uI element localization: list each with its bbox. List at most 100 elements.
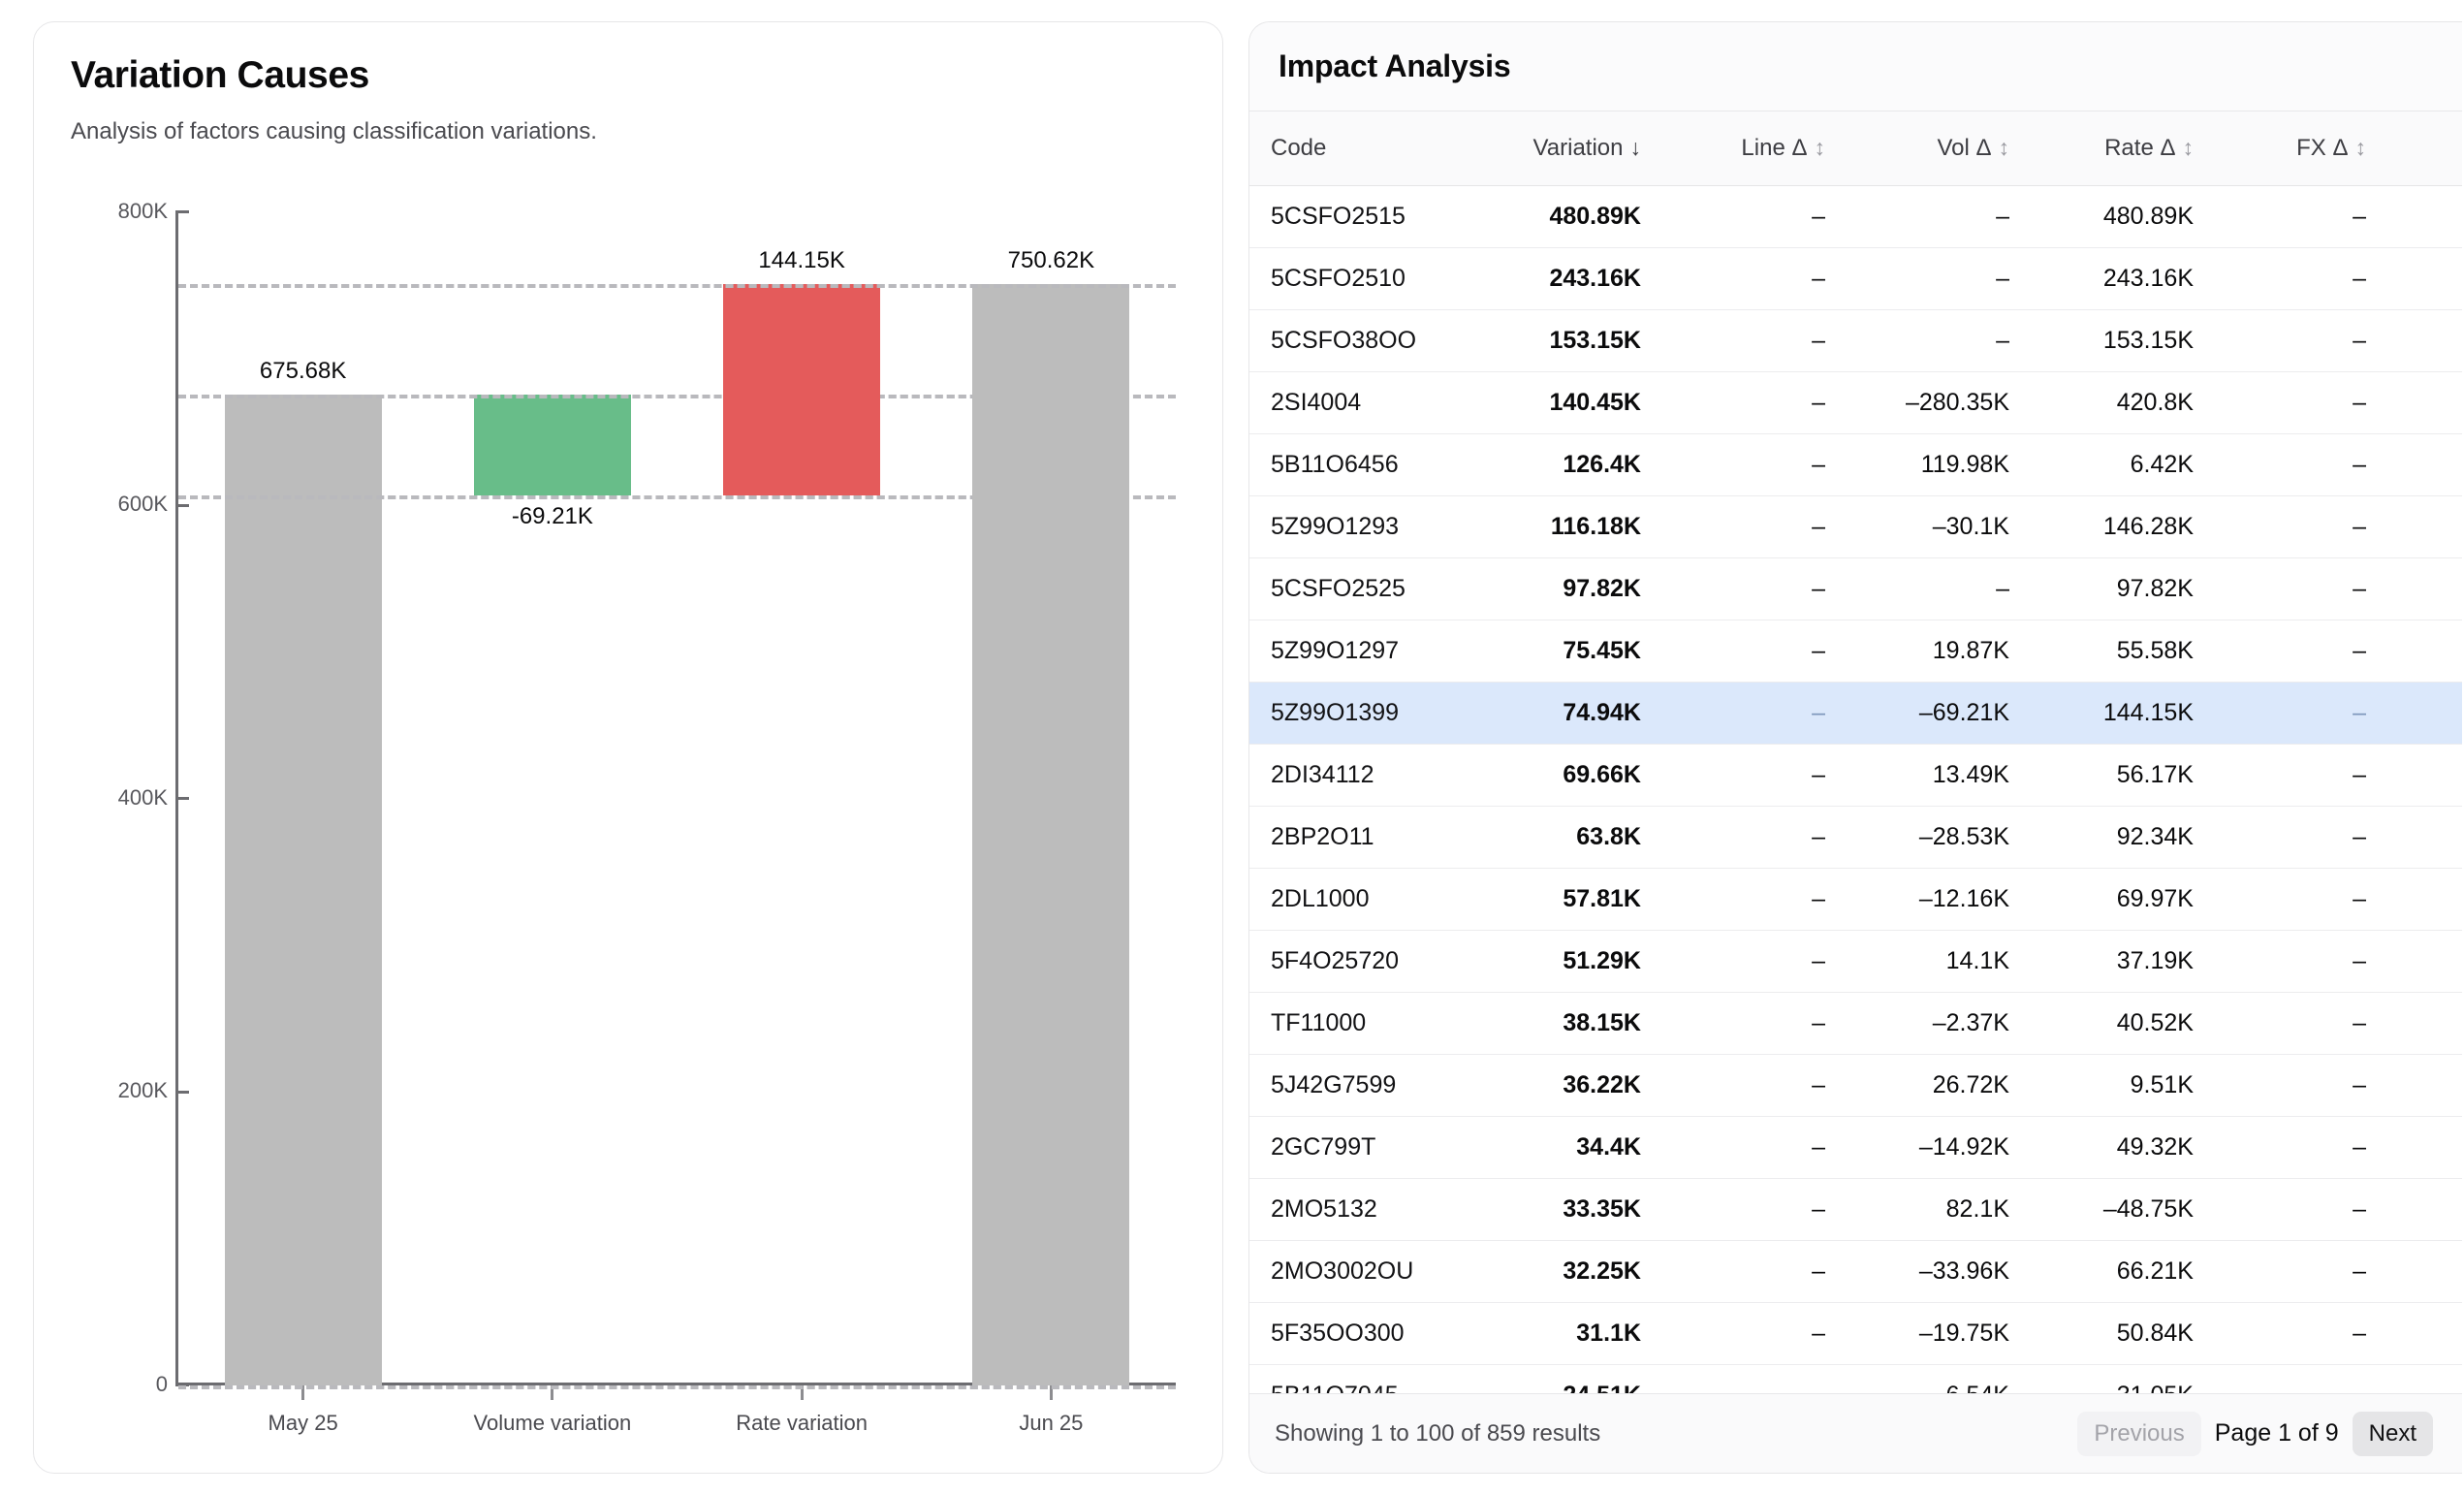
cell-vol: –33.96K <box>1843 1240 2027 1303</box>
y-tick-label: 600K <box>117 492 168 517</box>
cell-code: 5F35OO300 <box>1249 1302 1479 1365</box>
cell-jun: 2. <box>2384 744 2462 807</box>
column-header-vol[interactable]: Vol Δ ↕ <box>1843 111 2027 186</box>
sort-toggle-icon: ↕ <box>1998 135 2010 160</box>
cell-variation: 38.15K <box>1479 992 1658 1055</box>
cell-code: 2DL1000 <box>1249 868 1479 931</box>
x-axis <box>175 1383 1176 1385</box>
cell-variation: 243.16K <box>1479 247 1658 310</box>
waterfall-bar[interactable] <box>224 394 382 1385</box>
cell-variation: 69.66K <box>1479 744 1658 807</box>
column-header-variation[interactable]: Variation ↓ <box>1479 111 1658 186</box>
x-tick-mark <box>1049 1385 1053 1400</box>
cell-rate: 56.17K <box>2027 744 2211 807</box>
cell-rate: 40.52K <box>2027 992 2211 1055</box>
waterfall-bar[interactable] <box>972 284 1130 1385</box>
cell-vol: – <box>1843 309 2027 372</box>
plot-area: 0 200K 400K 600K 800K 675.68K May 25 -69.21K Vol… <box>71 191 1185 1453</box>
cell-fx: – <box>2211 806 2384 869</box>
results-count: Showing 1 to 100 of 859 results <box>1275 1419 1601 1447</box>
cell-jun: 797 <box>2384 930 2462 993</box>
y-tick-mark <box>175 503 189 507</box>
cell-line: – <box>1658 868 1843 931</box>
column-header-fx[interactable]: FX Δ ↕ <box>2211 111 2384 186</box>
cell-variation: 33.35K <box>1479 1178 1658 1241</box>
cell-rate: 69.97K <box>2027 868 2211 931</box>
y-tick-label: 800K <box>117 198 168 223</box>
table-row[interactable]: 5B11O704524.51K––6.54K31.05K–248 <box>1249 1364 2462 1393</box>
cell-rate: 243.16K <box>2027 247 2211 310</box>
cell-line: – <box>1658 371 1843 434</box>
cell-code: 5CSFO2510 <box>1249 247 1479 310</box>
cell-jun: 528 <box>2384 806 2462 869</box>
cell-rate: 420.8K <box>2027 371 2211 434</box>
cell-line: – <box>1658 1364 1843 1393</box>
cell-vol: 14.1K <box>1843 930 2027 993</box>
bar-value-label: 675.68K <box>259 357 347 384</box>
cell-rate: 480.89K <box>2027 185 2211 248</box>
cell-code: 5Z99O1293 <box>1249 495 1479 558</box>
cell-fx: – <box>2211 1178 2384 1241</box>
y-tick-mark <box>175 210 189 214</box>
cell-jun: 1. <box>2384 433 2462 496</box>
cell-vol: 119.98K <box>1843 433 2027 496</box>
cell-vol: –69.21K <box>1843 682 2027 745</box>
cell-rate: 49.32K <box>2027 1116 2211 1179</box>
cell-jun: –3. <box>2384 371 2462 434</box>
cell-line: – <box>1658 744 1843 807</box>
waterfall-bar[interactable] <box>473 394 631 496</box>
sort-toggle-icon: ↕ <box>2182 135 2195 160</box>
cell-fx: – <box>2211 495 2384 558</box>
bar-value-label: -69.21K <box>511 503 593 530</box>
cell-line: – <box>1658 992 1843 1055</box>
previous-page-button[interactable]: Previous <box>2077 1411 2201 1456</box>
column-header-label: Rate Δ <box>2104 135 2176 161</box>
cell-line: – <box>1658 495 1843 558</box>
bar-value-label: 144.15K <box>758 247 845 274</box>
cell-line: – <box>1658 1116 1843 1179</box>
cell-variation: 97.82K <box>1479 557 1658 620</box>
impact-analysis-title: Impact Analysis <box>1279 48 1511 83</box>
column-header-line[interactable]: Line Δ ↕ <box>1658 111 1843 186</box>
waterfall-bar[interactable] <box>723 284 881 496</box>
cell-vol: – <box>1843 185 2027 248</box>
cell-line: – <box>1658 1240 1843 1303</box>
column-header-label: FX Δ <box>2296 135 2349 161</box>
cell-jun: 6 <box>2384 1178 2462 1241</box>
bar-value-label: 750.62K <box>1007 247 1095 274</box>
cell-code: 5B11O6456 <box>1249 433 1479 496</box>
cell-code: 2GC799T <box>1249 1116 1479 1179</box>
column-header-rate[interactable]: Rate Δ ↕ <box>2027 111 2211 186</box>
cell-code: 2SI4004 <box>1249 371 1479 434</box>
y-tick-label: 200K <box>117 1078 168 1103</box>
x-tick-mark <box>551 1385 554 1400</box>
cell-fx: – <box>2211 620 2384 683</box>
cell-fx: – <box>2211 682 2384 745</box>
cell-rate: 92.34K <box>2027 806 2211 869</box>
next-page-button[interactable]: Next <box>2352 1411 2433 1456</box>
cell-jun: 1. <box>2384 309 2462 372</box>
cell-jun: 1. <box>2384 868 2462 931</box>
y-tick-label: 400K <box>117 784 168 810</box>
